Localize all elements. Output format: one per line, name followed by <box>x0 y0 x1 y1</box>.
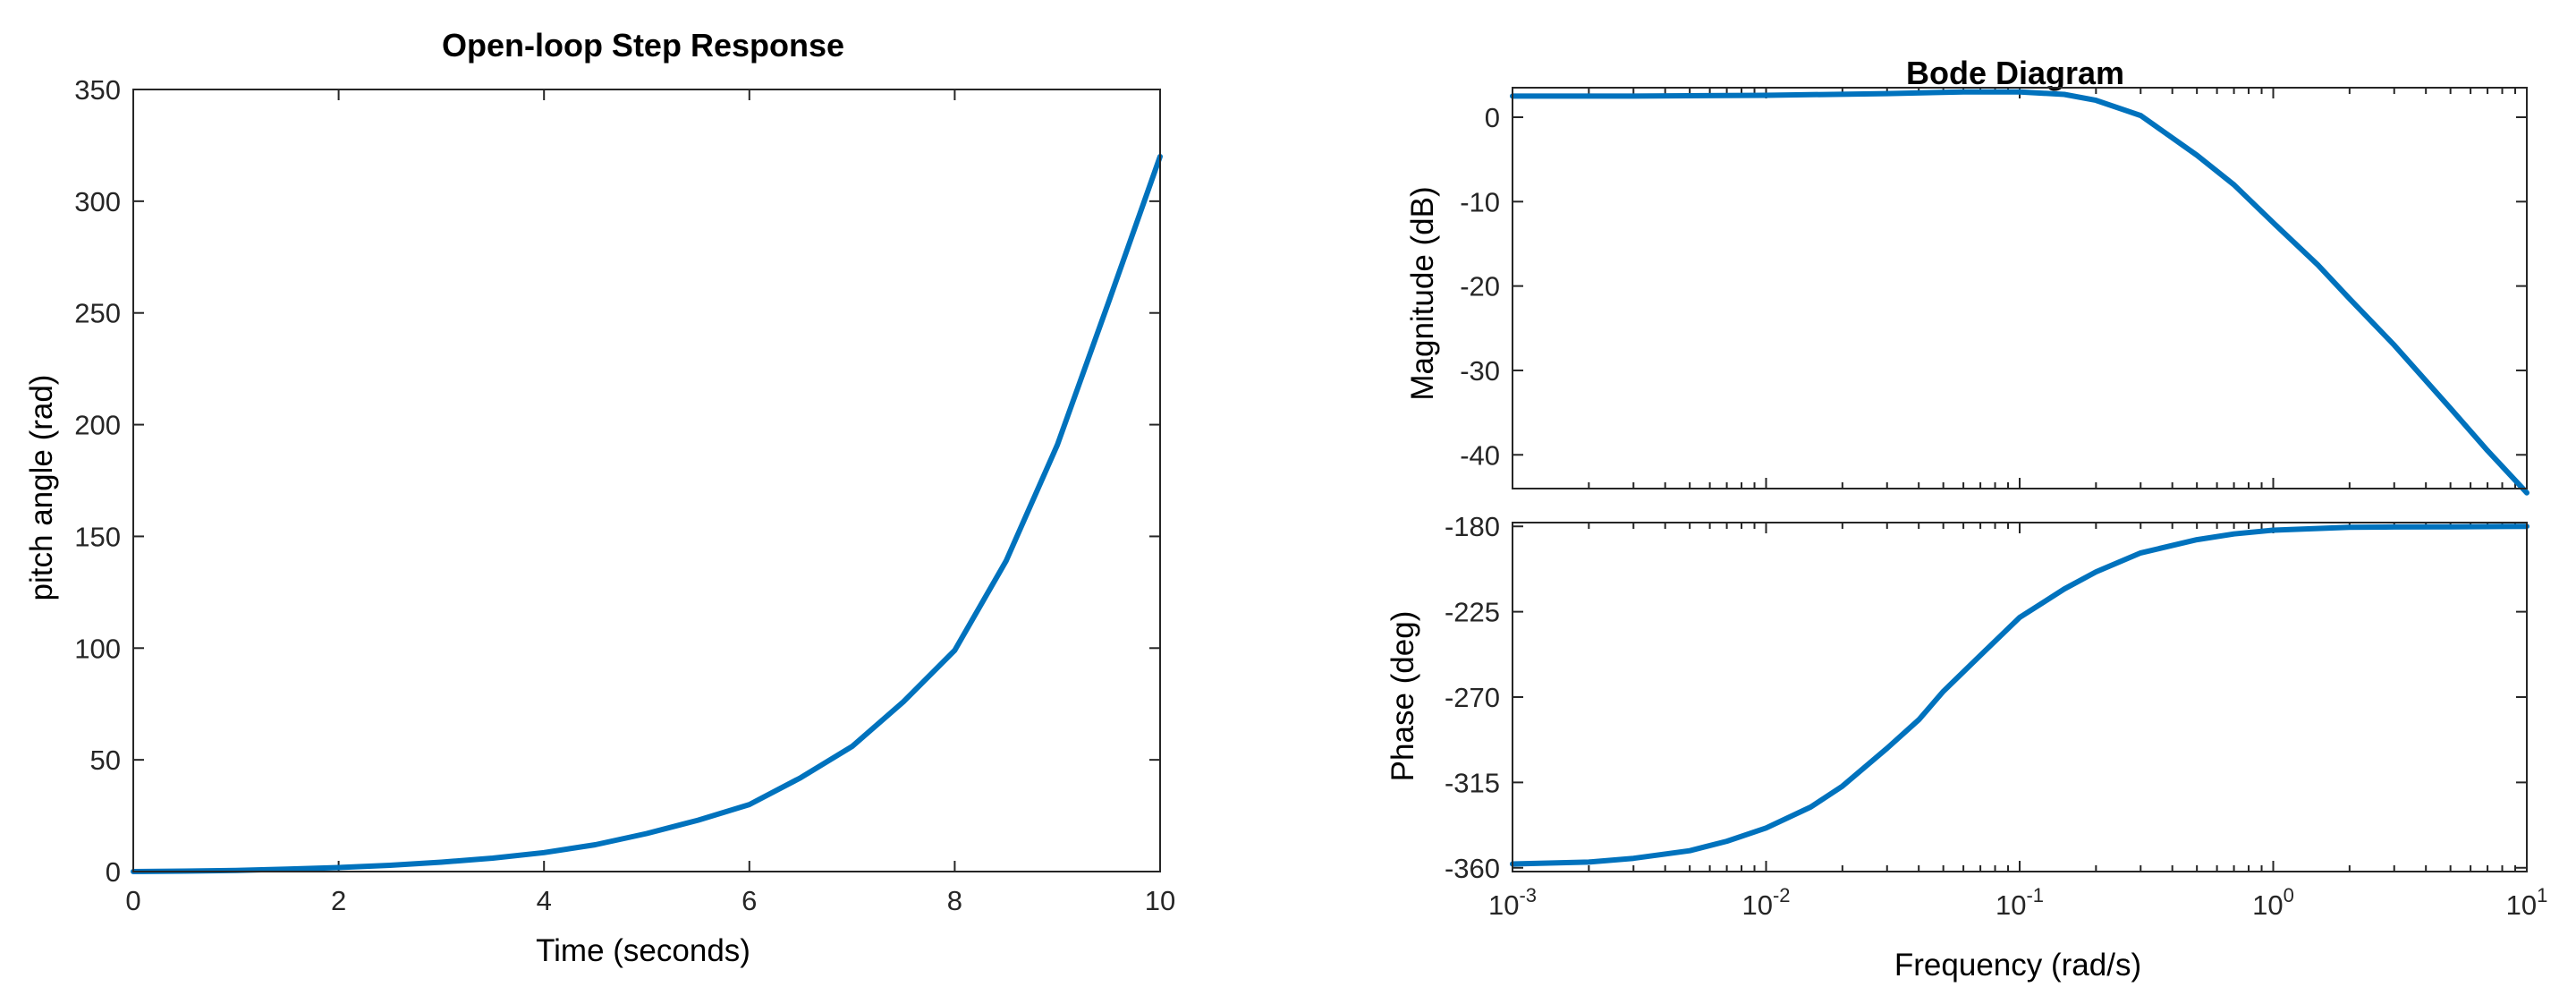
step-y-tick-label: 250 <box>74 298 121 329</box>
step-response-curve-layer <box>131 153 1163 874</box>
bode-phase-line <box>1510 523 2529 867</box>
bode-xlabel: Frequency (rad/s) <box>1894 948 2141 983</box>
bode-phase-ylabel: Phase (deg) <box>1385 611 1420 782</box>
bode-magnitude-axes-box <box>1512 87 2528 489</box>
bode-magnitude-y-tick-label: -10 <box>1460 186 1500 217</box>
bode-magnitude-y-tick-label: -30 <box>1460 355 1500 387</box>
step-y-tick-label: 50 <box>90 744 121 776</box>
step-x-tick-label: 0 <box>125 885 140 916</box>
step-response-ylabel: pitch angle (rad) <box>24 375 59 601</box>
bode-phase-axes-box <box>1512 522 2528 872</box>
step-x-tick-label: 6 <box>741 885 757 916</box>
bode-phase-y-tick-label: -180 <box>1445 511 1500 542</box>
bode-diagram-plot: Bode Diagram Frequency (rad/s) Magnitude… <box>1385 55 2547 983</box>
step-response-line <box>131 153 1163 874</box>
bode-phase-y-tick-label: -315 <box>1445 767 1500 798</box>
bode-magnitude-y-tick-label: 0 <box>1485 102 1500 133</box>
bode-magnitude-ylabel: Magnitude (dB) <box>1405 186 1440 400</box>
bode-phase-y-tick-label: -360 <box>1445 853 1500 884</box>
step-response-axes-box <box>132 89 1161 872</box>
step-x-tick-label: 4 <box>537 885 552 916</box>
bode-magnitude-y-tick-label: -40 <box>1460 439 1500 471</box>
step-x-tick-label: 8 <box>947 885 962 916</box>
bode-title: Bode Diagram <box>1906 55 2124 91</box>
bode-x-tick-label: 101 <box>2506 884 2548 921</box>
bode-x-tick-label: 10-1 <box>1996 884 2044 921</box>
bode-phase-y-tick-label: -225 <box>1445 597 1500 628</box>
step-response-xlabel: Time (seconds) <box>536 933 750 968</box>
bode-magnitude-line <box>1510 89 2529 496</box>
bode-x-tick-label: 10-2 <box>1741 884 1790 921</box>
step-response-plot: Open-loop Step Response Time (seconds) p… <box>24 27 1175 968</box>
bode-x-tick-label: 10-3 <box>1488 884 1537 921</box>
step-y-tick-label: 150 <box>74 521 121 552</box>
bode-phase-y-tick-label: -270 <box>1445 682 1500 713</box>
step-y-tick-label: 200 <box>74 410 121 441</box>
bode-magnitude-y-tick-label: -20 <box>1460 271 1500 302</box>
step-y-tick-label: 0 <box>106 856 121 888</box>
step-y-tick-label: 100 <box>74 633 121 664</box>
step-x-tick-label: 2 <box>331 885 346 916</box>
bode-x-tick-label: 100 <box>2252 884 2294 921</box>
step-response-title: Open-loop Step Response <box>442 27 844 64</box>
step-x-tick-label: 10 <box>1145 885 1175 916</box>
step-y-tick-label: 350 <box>74 74 121 106</box>
bode-curves-layer <box>1510 89 2529 867</box>
step-y-tick-label: 300 <box>74 186 121 217</box>
